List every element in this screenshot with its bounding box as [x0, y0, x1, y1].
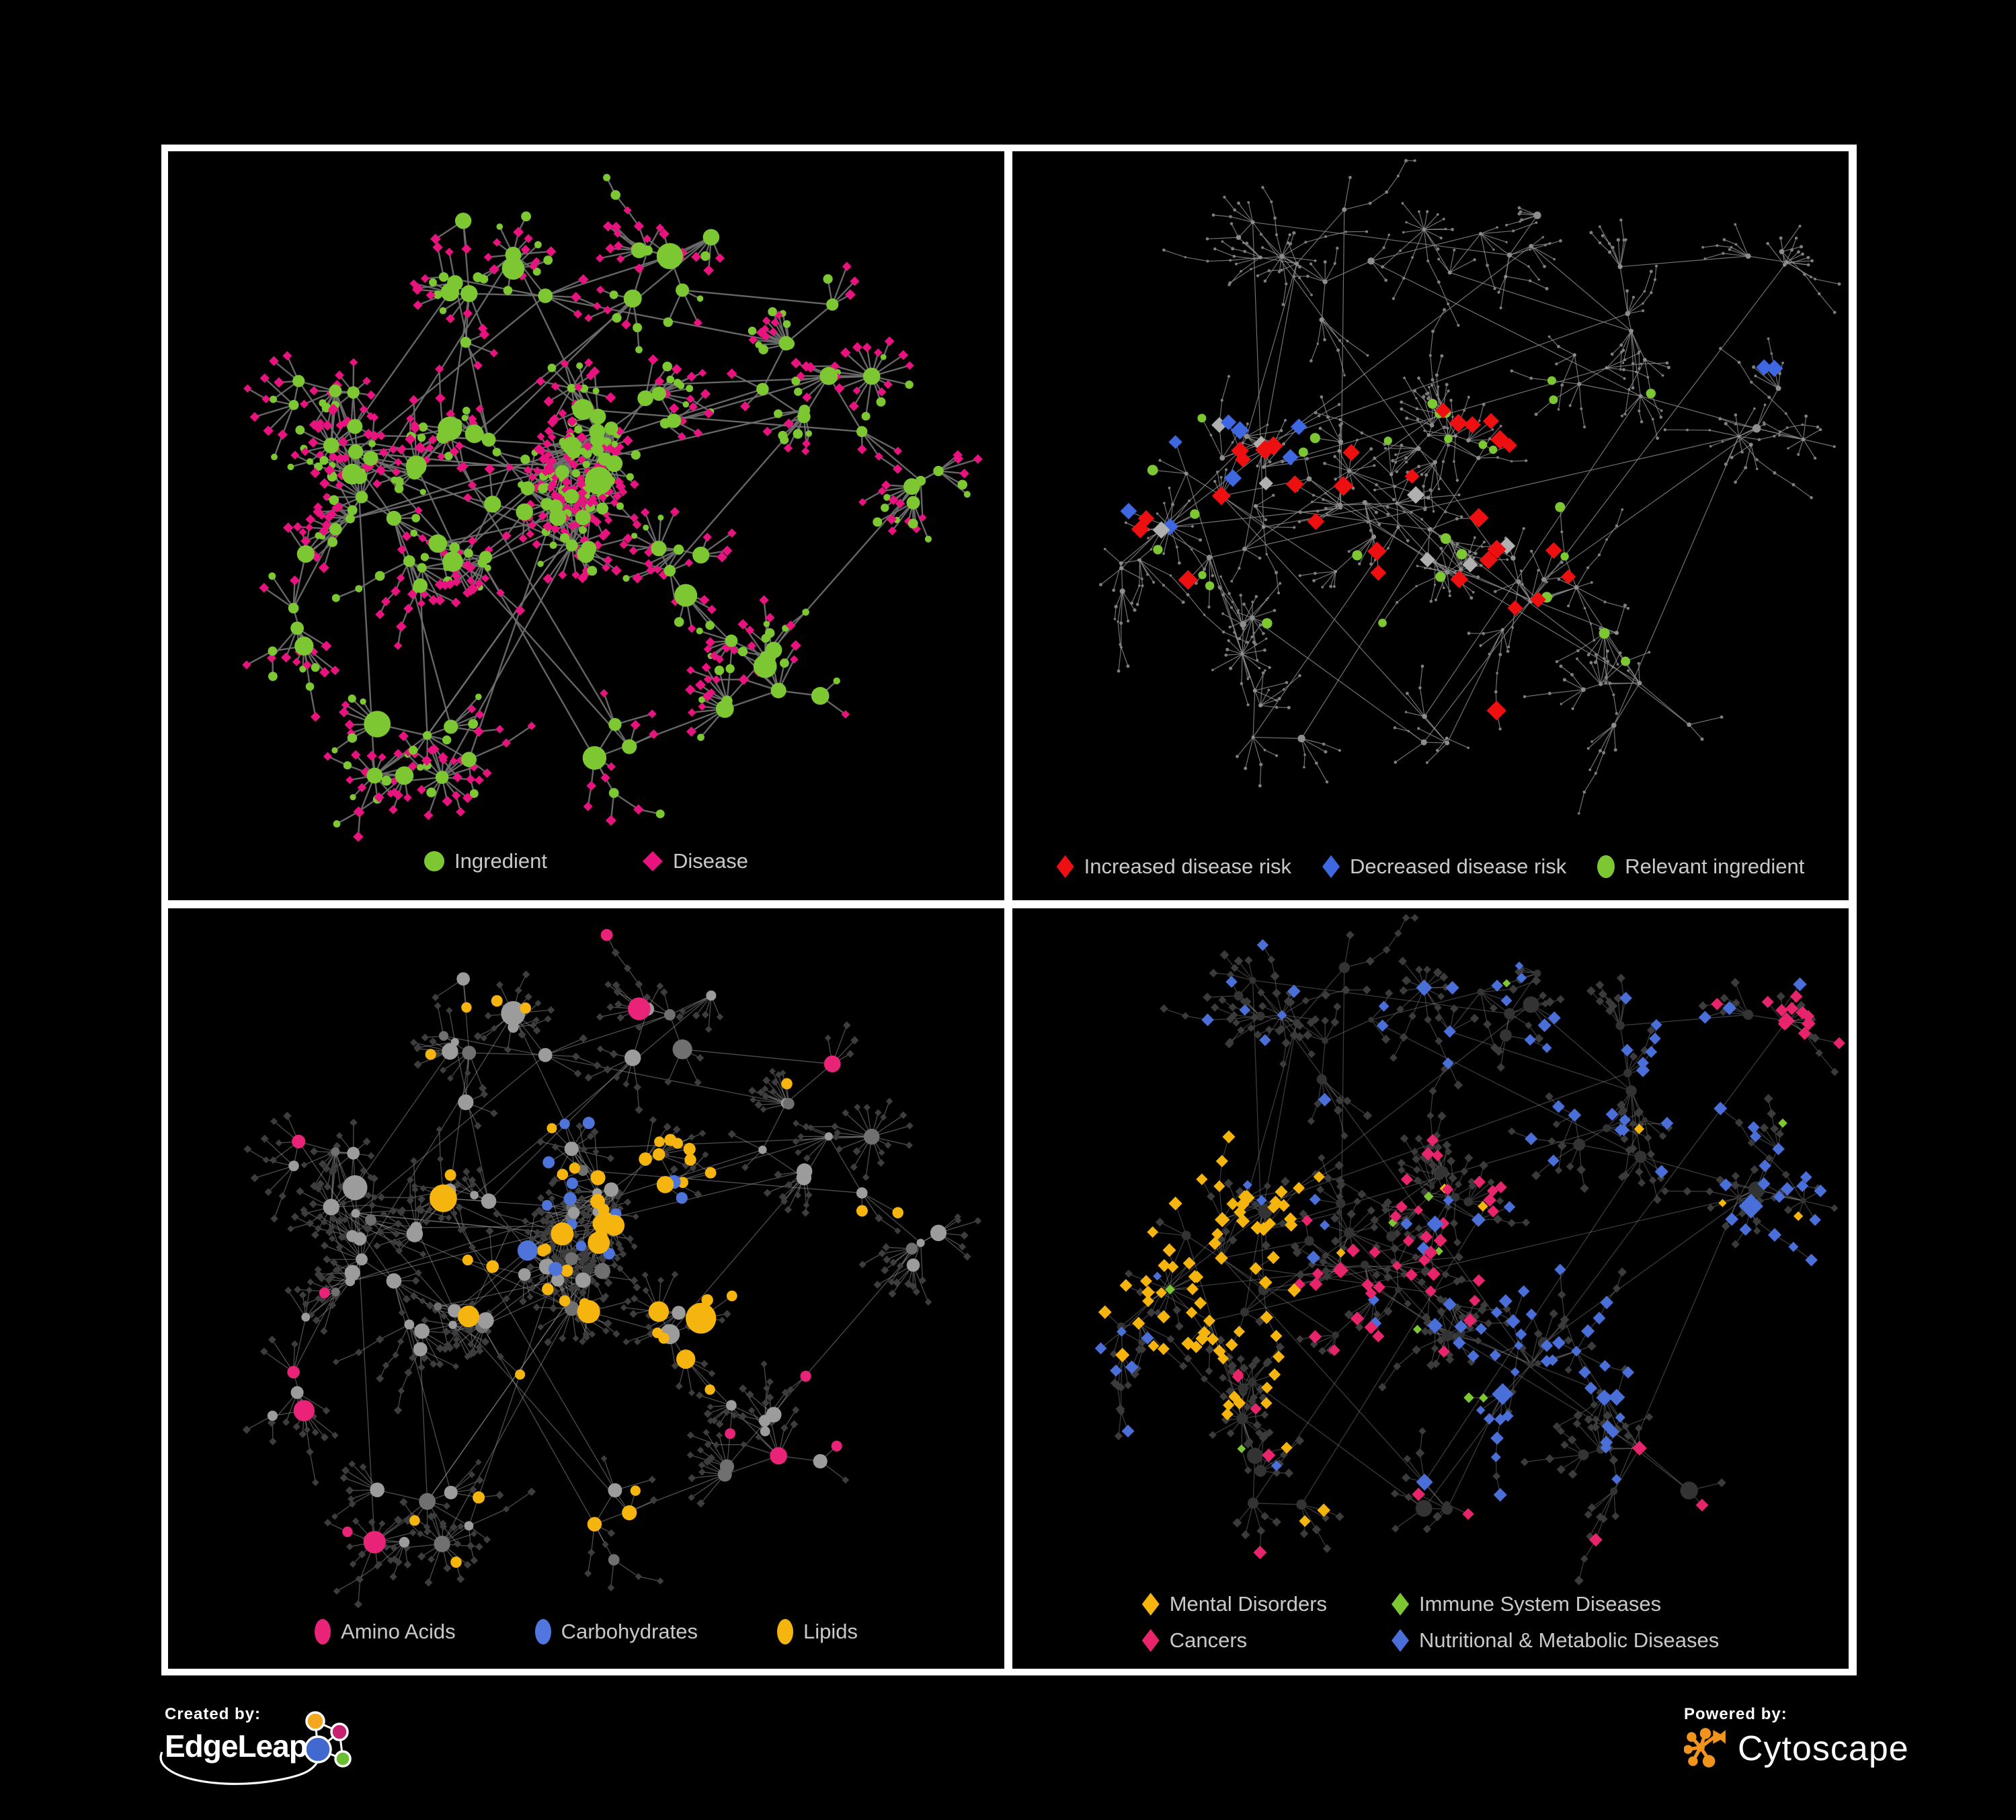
- powered-by-label: Powered by:: [1684, 1705, 1787, 1723]
- legend-item-amino-acids: Amino Acids: [315, 1619, 456, 1645]
- panels-frame: Ingredient Disease Increased disease risk…: [161, 145, 1857, 1675]
- legend-label: Relevant ingredient: [1625, 855, 1805, 878]
- diamond-swatch-icon: [1392, 1593, 1410, 1616]
- legend-item-relevant-ingredient: Relevant ingredient: [1597, 855, 1804, 879]
- legend-item-mental-disorders: Mental Disorders: [1141, 1592, 1328, 1616]
- legend-label: Disease: [672, 849, 748, 873]
- circle-swatch-icon: [424, 851, 445, 871]
- legend-item-carbohydrates: Carbohydrates: [534, 1619, 698, 1645]
- created-by-label: Created by:: [165, 1705, 261, 1723]
- diamond-swatch-icon: [1056, 855, 1074, 878]
- panel-disease-risk: Increased disease risk Decreased disease …: [1012, 151, 1849, 900]
- legend-label: Nutritional & Metabolic Diseases: [1419, 1628, 1720, 1652]
- circle-swatch-icon: [315, 1619, 331, 1645]
- panel-nutrient-classes: Amino Acids Carbohydrates Lipids: [168, 908, 1004, 1669]
- legend-label: Cancers: [1169, 1628, 1248, 1652]
- network-disease-risk: [1099, 159, 1841, 815]
- panel-ingredient-disease: Ingredient Disease: [168, 151, 1004, 900]
- diamond-swatch-icon: [642, 851, 663, 871]
- legend-label: Amino Acids: [341, 1620, 456, 1643]
- creator-attribution: Created by: EdgeLeap: [159, 1705, 514, 1819]
- circle-swatch-icon: [776, 1619, 793, 1645]
- diamond-swatch-icon: [1141, 1629, 1160, 1652]
- circle-swatch-icon: [534, 1619, 551, 1645]
- legend-ingredient-disease: Ingredient Disease: [168, 849, 1004, 873]
- cytoscape-wordmark: Cytoscape: [1738, 1729, 1909, 1768]
- edgeleap-logo-icon: [159, 1711, 352, 1785]
- legend-item-increased-disease-risk: Increased disease risk: [1056, 855, 1292, 879]
- network-disease-classes: [1094, 914, 1845, 1585]
- legend-disease-classes: Mental Disorders Immune System Diseases Ca…: [1012, 1592, 1849, 1653]
- panel-disease-classes: Mental Disorders Immune System Diseases Ca…: [1012, 908, 1849, 1669]
- legend-item-ingredient: Ingredient: [424, 849, 547, 873]
- edgeleap-wordmark: EdgeLeap: [165, 1729, 308, 1764]
- diamond-swatch-icon: [1141, 1593, 1160, 1616]
- diamond-swatch-icon: [1392, 1629, 1410, 1652]
- network-ingredient-disease: [242, 173, 983, 842]
- legend-item-nutritional-metabolic-diseases: Nutritional & Metabolic Diseases: [1392, 1628, 1719, 1653]
- network-nutrient-classes: [242, 928, 982, 1609]
- legend-item-disease: Disease: [642, 849, 748, 873]
- legend-label: Decreased disease risk: [1350, 855, 1567, 878]
- legend-nutrient-classes: Amino Acids Carbohydrates Lipids: [168, 1619, 1004, 1645]
- legend-label: Mental Disorders: [1169, 1592, 1328, 1616]
- diamond-swatch-icon: [1322, 855, 1340, 878]
- legend-label: Increased disease risk: [1084, 855, 1292, 878]
- legend-label: Lipids: [803, 1620, 858, 1643]
- legend-item-lipids: Lipids: [776, 1619, 858, 1645]
- legend-item-decreased-disease-risk: Decreased disease risk: [1322, 855, 1566, 879]
- cytoscape-logo-icon: [1684, 1728, 1726, 1768]
- legend-label: Carbohydrates: [561, 1620, 698, 1643]
- legend-label: Immune System Diseases: [1419, 1592, 1662, 1616]
- legend-label: Ingredient: [454, 849, 547, 873]
- legend-item-immune-system-diseases: Immune System Diseases: [1392, 1592, 1661, 1616]
- engine-attribution: Powered by:: [1684, 1705, 1993, 1799]
- legend-item-cancers: Cancers: [1141, 1628, 1248, 1653]
- legend-disease-risk: Increased disease risk Decreased disease …: [1012, 855, 1849, 879]
- circle-swatch-icon: [1597, 855, 1615, 878]
